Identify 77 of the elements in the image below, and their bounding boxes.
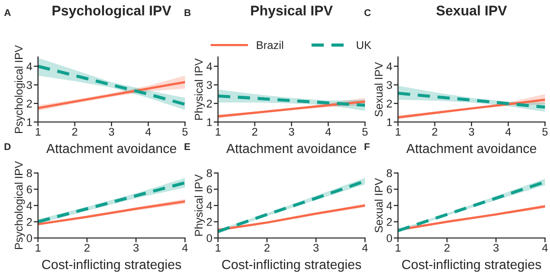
x-tick-label: 4 bbox=[325, 128, 332, 136]
x-tick-label: 5 bbox=[182, 128, 188, 136]
y-tick-label: 6 bbox=[206, 186, 212, 194]
x-tick-label: 1 bbox=[216, 128, 221, 136]
x-tick-label: 2 bbox=[252, 128, 258, 136]
x-tick-label: 3 bbox=[468, 128, 474, 136]
x-tick-label: 1 bbox=[216, 244, 221, 252]
x-tick-label: 3 bbox=[493, 244, 499, 252]
x-tick-label: 5 bbox=[362, 128, 368, 136]
x-tick-label: 4 bbox=[182, 244, 188, 252]
x-tick-label: 1 bbox=[36, 244, 41, 252]
y-tick-label: 4 bbox=[26, 202, 32, 210]
y-tick-label: 2 bbox=[206, 218, 212, 226]
y-axis-title: Physical IPV bbox=[194, 174, 205, 236]
x-tick-label: 4 bbox=[542, 244, 548, 252]
y-tick-label: 1 bbox=[27, 118, 32, 126]
x-axis-title: Attachment avoidance bbox=[406, 143, 536, 154]
y-tick-label: 4 bbox=[206, 62, 212, 70]
y-tick-label: 3 bbox=[26, 81, 32, 89]
y-tick-label: 3 bbox=[206, 81, 212, 89]
y-tick-label: 0 bbox=[206, 234, 212, 242]
x-tick-label: 2 bbox=[264, 244, 270, 252]
y-tick-label: 2 bbox=[386, 218, 392, 226]
y-tick-label: 4 bbox=[26, 62, 32, 70]
x-axis-title: Cost-inflicting strategies bbox=[402, 259, 542, 272]
x-axis-title: Cost-inflicting strategies bbox=[222, 259, 362, 272]
y-axis-title: Sexual IPV bbox=[374, 62, 383, 116]
y-tick-label: 4 bbox=[386, 202, 392, 210]
chart-title: Sexual IPV bbox=[436, 5, 507, 16]
x-tick-label: 3 bbox=[288, 128, 294, 136]
x-axis-title: Attachment avoidance bbox=[226, 143, 356, 154]
x-tick-label: 2 bbox=[72, 128, 78, 136]
x-tick-label: 3 bbox=[313, 244, 319, 252]
legend-label: Brazil bbox=[256, 40, 284, 50]
y-axis-title: Psychological IPV bbox=[14, 45, 25, 134]
y-tick-label: 1 bbox=[207, 118, 212, 126]
text: C bbox=[364, 9, 371, 16]
x-tick-label: 1 bbox=[36, 128, 41, 136]
text: F bbox=[364, 143, 370, 150]
y-tick-label: 3 bbox=[386, 81, 392, 89]
y-tick-label: 4 bbox=[206, 202, 212, 210]
x-tick-label: 3 bbox=[133, 244, 139, 252]
text: A bbox=[4, 9, 11, 16]
y-axis-title: Sexual IPV bbox=[374, 178, 383, 232]
x-tick-label: 4 bbox=[362, 244, 368, 252]
y-tick-label: 0 bbox=[386, 234, 392, 242]
y-tick-label: 6 bbox=[386, 186, 392, 194]
x-tick-label: 5 bbox=[542, 128, 548, 136]
x-axis-title: Attachment avoidance bbox=[46, 143, 176, 154]
y-tick-label: 6 bbox=[26, 186, 32, 194]
text: B bbox=[184, 9, 191, 16]
x-tick-label: 1 bbox=[396, 244, 401, 252]
y-tick-label: 8 bbox=[26, 169, 32, 178]
y-tick-label: 2 bbox=[26, 218, 32, 226]
y-axis-title: Physical IPV bbox=[194, 58, 205, 120]
y-tick-label: 8 bbox=[206, 169, 212, 178]
x-tick-label: 3 bbox=[108, 128, 114, 136]
y-tick-label: 2 bbox=[386, 100, 392, 108]
x-tick-label: 2 bbox=[84, 244, 90, 252]
y-tick-label: 0 bbox=[26, 234, 32, 242]
x-tick-label: 2 bbox=[432, 128, 438, 136]
x-axis-title: Cost-inflicting strategies bbox=[42, 259, 182, 272]
legend-label: UK bbox=[356, 41, 372, 50]
x-tick-label: 4 bbox=[145, 128, 152, 136]
y-tick-label: 1 bbox=[387, 118, 392, 126]
text: E bbox=[184, 143, 190, 150]
chart-title: Psychological IPV bbox=[52, 5, 172, 18]
chart-title: Physical IPV bbox=[251, 5, 333, 18]
y-tick-label: 4 bbox=[386, 62, 392, 70]
y-tick-label: 8 bbox=[386, 169, 392, 178]
y-tick-label: 2 bbox=[26, 100, 32, 108]
y-tick-label: 2 bbox=[206, 100, 212, 108]
x-tick-label: 4 bbox=[505, 128, 512, 136]
y-axis-title: Psychological IPV bbox=[14, 161, 25, 250]
x-tick-label: 2 bbox=[444, 244, 450, 252]
text: D bbox=[4, 143, 11, 150]
x-tick-label: 1 bbox=[396, 128, 401, 136]
